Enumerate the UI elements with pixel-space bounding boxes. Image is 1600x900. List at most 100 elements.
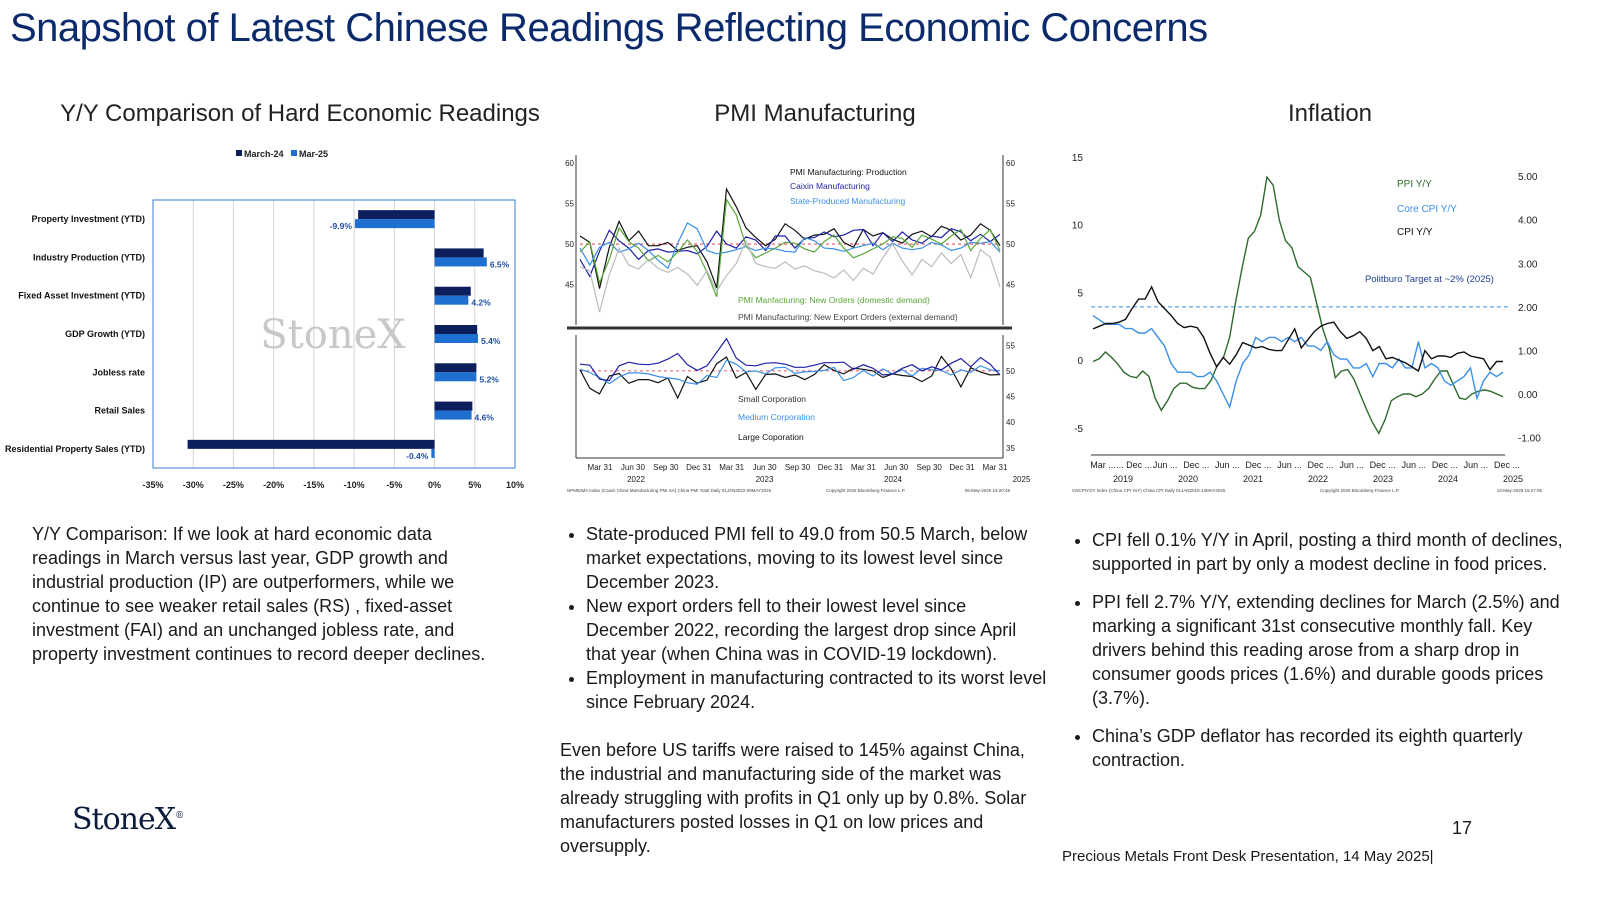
data-label: 4.6% <box>475 413 495 423</box>
x-tick-label: Sep 30 <box>653 463 679 472</box>
right-commentary: CPI fell 0.1% Y/Y in April, posting a th… <box>1066 528 1566 772</box>
y-tick-label-right: 55 <box>1006 200 1015 209</box>
x-year-label: 2019 <box>1113 474 1133 484</box>
y-tick-label-right: 40 <box>1006 418 1015 427</box>
series-line <box>1092 315 1504 410</box>
hard-readings-bar-chart: March-24 Mar-25 -35% -30% -25% -20% -15% -10% -5… <box>5 149 524 490</box>
bar-mar-25 <box>431 448 435 458</box>
x-tick-label: Dec 31 <box>686 463 712 472</box>
bar-mar-25 <box>434 257 487 267</box>
bar-march-24 <box>434 286 471 296</box>
x-year-label: 2024 <box>884 475 902 484</box>
y-tick-label-right: 1.00 <box>1518 346 1538 357</box>
data-label: -9.9% <box>330 221 353 231</box>
category-label: Jobless rate <box>92 367 145 377</box>
bar-mar-25 <box>434 334 478 343</box>
plot-frame <box>152 199 516 469</box>
x-year-label: 2020 <box>1178 474 1198 484</box>
x-tick-label: Dec ... <box>1183 460 1209 470</box>
y-tick-label: 55 <box>565 200 574 209</box>
mid-bullet: Employment in manufacturing contracted t… <box>586 666 1050 714</box>
category-label: Residential Property Sales (YTD) <box>5 444 145 454</box>
x-year-label: 2022 <box>627 475 645 484</box>
right-bullet: CPI fell 0.1% Y/Y in April, posting a th… <box>1092 528 1566 576</box>
x-tick-label: ... Dec ... <box>1116 460 1152 470</box>
category-label: Industry Production (YTD) <box>33 252 145 262</box>
x-tick-label: Jun ... <box>1339 460 1364 470</box>
x-tick-label: -10% <box>344 480 365 490</box>
y-tick-label: 15 <box>1072 153 1084 164</box>
x-tick-label: -20% <box>263 480 284 490</box>
x-tick-label: Mar 31 <box>983 463 1008 472</box>
bar-mar-25 <box>434 372 477 382</box>
x-tick-label: Mar 31 <box>851 463 876 472</box>
y-tick-label-right: 45 <box>1006 393 1015 402</box>
x-tick-label: Dec ... <box>1245 460 1271 470</box>
bar-march-24 <box>434 401 473 411</box>
legend-label: PMI Manufacturing: New Export Orders (ex… <box>738 312 958 322</box>
x-tick-label: 5% <box>468 480 481 490</box>
x-tick-label: Dec 31 <box>818 463 844 472</box>
series-line <box>579 355 1001 400</box>
y-tick-label-right: -1.00 <box>1518 434 1541 445</box>
bar-march-24 <box>434 248 484 258</box>
legend-label: CPI Y/Y <box>1397 227 1433 238</box>
source-note: NPMIDMA Index (Caixin China Manufacturin… <box>567 488 772 493</box>
x-tick-label: Sep 30 <box>785 463 811 472</box>
x-tick-label: Jun ... <box>1402 460 1427 470</box>
bar-mar-25 <box>354 219 435 229</box>
right-bullet-list: CPI fell 0.1% Y/Y in April, posting a th… <box>1066 528 1566 772</box>
category-label: GDP Growth (YTD) <box>65 329 145 339</box>
stonex-watermark: StoneX <box>260 312 406 358</box>
bar-mar-25 <box>434 410 472 420</box>
x-tick-label: -5% <box>386 480 402 490</box>
y-tick-label: 45 <box>565 281 574 290</box>
right-bullet: PPI fell 2.7% Y/Y, extending declines fo… <box>1092 590 1566 710</box>
category-label: Fixed Asset Investment (YTD) <box>18 291 145 301</box>
x-tick-label: -35% <box>142 480 163 490</box>
x-tick-label: Mar 31 <box>719 463 744 472</box>
category-label: Property Investment (YTD) <box>31 214 145 224</box>
inflation-chart-title: Inflation <box>1287 100 1373 127</box>
source-note: 06-May-2025 16:20:48 <box>965 488 1011 493</box>
mid-bullet-list: State-produced PMI fell to 49.0 from 50.… <box>560 522 1050 714</box>
y-tick-label-right: 5.00 <box>1518 172 1538 183</box>
x-year-label: 2025 <box>1503 474 1523 484</box>
source-note: Copyright 2025 Bloomberg Finance L.P. <box>826 488 905 493</box>
y-tick-label-right: 55 <box>1006 341 1015 350</box>
legend-label: Mar-25 <box>299 149 328 159</box>
legend-swatch <box>236 150 242 156</box>
data-label: 5.4% <box>481 336 501 346</box>
y-tick-label-right: 50 <box>1006 240 1015 249</box>
y-tick-label: 0 <box>1077 356 1083 367</box>
legend-label: Caixin Manufacturing <box>790 181 870 191</box>
series-line <box>579 197 1001 297</box>
legend-label: PPI Y/Y <box>1397 179 1432 190</box>
x-tick-label: Mar ... <box>1090 460 1116 470</box>
x-tick-label: Dec ... <box>1432 460 1458 470</box>
y-tick-label-right: 4.00 <box>1518 216 1538 227</box>
legend-swatch <box>291 150 297 156</box>
legend-label: Large Coporation <box>738 432 804 442</box>
mid-bullet: State-produced PMI fell to 49.0 from 50.… <box>586 522 1050 594</box>
x-tick-label: Jun ... <box>1153 460 1178 470</box>
y-tick-label: -5 <box>1074 424 1083 435</box>
page-number: 17 <box>1452 818 1473 838</box>
x-tick-label: Jun 30 <box>621 463 646 472</box>
source-note: CNCPIYOY Index (China CPI YoY) China CPI… <box>1072 488 1226 493</box>
y-tick-label-right: 2.00 <box>1518 303 1538 314</box>
legend-label: Core CPI Y/Y <box>1397 204 1457 215</box>
x-tick-label: -25% <box>223 480 244 490</box>
category-label: Retail Sales <box>94 406 145 416</box>
y-tick-label-right: 3.00 <box>1518 259 1538 270</box>
x-tick-label: Dec ... <box>1308 460 1334 470</box>
x-year-label: 2024 <box>1438 474 1458 484</box>
y-tick-label-right: 35 <box>1006 444 1015 453</box>
series-line <box>579 359 1001 385</box>
x-year-label: 2022 <box>1308 474 1328 484</box>
y-tick-label: 60 <box>565 159 574 168</box>
pmi-line-chart: 60 55 50 45 60 55 50 45 PMI Manufacturing: Produ… <box>565 155 1031 493</box>
mid-paragraph: Even before US tariffs were raised to 14… <box>560 740 1027 856</box>
y-tick-label: 50 <box>565 240 574 249</box>
bar-chart-title: Y/Y Comparison of Hard Economic Readings <box>60 100 540 127</box>
